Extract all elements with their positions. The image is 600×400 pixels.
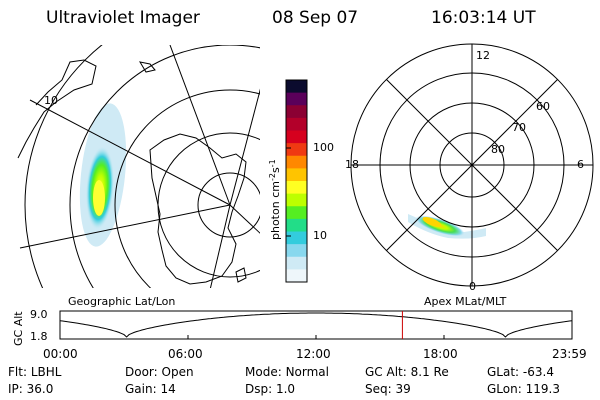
meridian bbox=[169, 45, 231, 206]
status-gain: Gain: 14 bbox=[125, 382, 176, 396]
timeline-xtick: 00:00 bbox=[43, 347, 78, 361]
meridian bbox=[229, 204, 260, 234]
lat-circle bbox=[114, 89, 260, 288]
polar-aurora-halo bbox=[408, 214, 486, 239]
timeline-xtick: 18:00 bbox=[423, 347, 458, 361]
instrument-title: Ultraviolet Imager bbox=[46, 8, 200, 28]
lat-circle bbox=[69, 45, 260, 288]
status-seq: Seq: 39 bbox=[365, 382, 411, 396]
mlat-label-80: 80 bbox=[491, 143, 505, 156]
timeline-frame bbox=[59, 310, 573, 340]
meridian bbox=[29, 99, 231, 206]
status-dsp: Dsp: 1.0 bbox=[245, 382, 296, 396]
colorbar-unit-label: photon cm-2s-1 bbox=[268, 159, 282, 240]
observation-time: 16:03:14 UT bbox=[431, 8, 536, 28]
mlt-label-0: 0 bbox=[469, 280, 476, 293]
status-door: Door: Open bbox=[125, 365, 194, 379]
timeline-xtick: 12:00 bbox=[296, 347, 331, 361]
colorbar-band bbox=[286, 80, 307, 94]
mlat-label-60: 60 bbox=[536, 100, 550, 113]
mlt-label-18: 18 bbox=[345, 158, 359, 171]
colorbar-band bbox=[286, 143, 307, 157]
geo-panel-caption: Geographic Lat/Lon bbox=[68, 295, 175, 308]
colorbar-band bbox=[286, 193, 307, 207]
status-filter: Flt: LBHL bbox=[8, 365, 62, 379]
meridian bbox=[229, 88, 260, 206]
colorbar-band bbox=[286, 92, 307, 106]
status-glon: GLon: 119.3 bbox=[487, 382, 560, 396]
timeline-xtick: 23:59 bbox=[552, 347, 587, 361]
colorbar-band bbox=[286, 181, 307, 195]
polar-aurora-core bbox=[422, 217, 442, 227]
aurora-core bbox=[93, 180, 105, 216]
meridian bbox=[209, 204, 231, 288]
geographic-map bbox=[17, 45, 260, 288]
timeline-ylabel: GC Alt bbox=[12, 311, 25, 346]
colorbar-band bbox=[286, 269, 307, 283]
colorbar-band bbox=[286, 244, 307, 258]
status-gc-alt: GC Alt: 8.1 Re bbox=[365, 365, 449, 379]
coastline bbox=[235, 267, 247, 283]
mlt-label-6: 6 bbox=[577, 158, 584, 171]
timeline-ytick-min: 1.8 bbox=[30, 330, 48, 343]
altitude-timeline bbox=[59, 310, 573, 340]
colorbar-frame bbox=[285, 79, 308, 283]
status-mode: Mode: Normal bbox=[245, 365, 329, 379]
colorbar-band bbox=[286, 105, 307, 119]
polar-panel-caption: Apex MLat/MLT bbox=[424, 295, 507, 308]
mlt-line-diag bbox=[386, 79, 558, 251]
timeline-xtick: 06:00 bbox=[168, 347, 203, 361]
lat-circle bbox=[24, 45, 103, 288]
lat-circle bbox=[197, 172, 260, 238]
observation-date: 08 Sep 07 bbox=[272, 8, 359, 28]
altitude-curve bbox=[59, 312, 573, 338]
coastline bbox=[17, 59, 97, 159]
status-glat: GLat: -63.4 bbox=[487, 365, 554, 379]
colorbar-band bbox=[286, 256, 307, 270]
colorbar-band bbox=[286, 117, 307, 132]
polar-plot bbox=[350, 43, 594, 287]
geo-grid-label: 10 bbox=[44, 94, 58, 107]
colorbar-band bbox=[286, 155, 307, 169]
mlt-label-12: 12 bbox=[476, 49, 490, 62]
colorbar-band bbox=[286, 218, 307, 233]
colorbar-band bbox=[286, 130, 307, 144]
antarctica-coastline bbox=[149, 133, 247, 285]
colorbar-tick-label-10: 10 bbox=[313, 229, 327, 242]
colorbar-tick-label-100: 100 bbox=[313, 141, 334, 154]
status-ip: IP: 36.0 bbox=[8, 382, 54, 396]
colorbar bbox=[286, 80, 307, 283]
timeline-ytick-max: 9.0 bbox=[30, 308, 48, 321]
coastline bbox=[138, 61, 156, 73]
colorbar-band bbox=[286, 206, 307, 220]
mlat-label-70: 70 bbox=[512, 121, 526, 134]
colorbar-band bbox=[286, 231, 307, 245]
meridian bbox=[19, 204, 231, 249]
colorbar-band bbox=[286, 168, 307, 182]
